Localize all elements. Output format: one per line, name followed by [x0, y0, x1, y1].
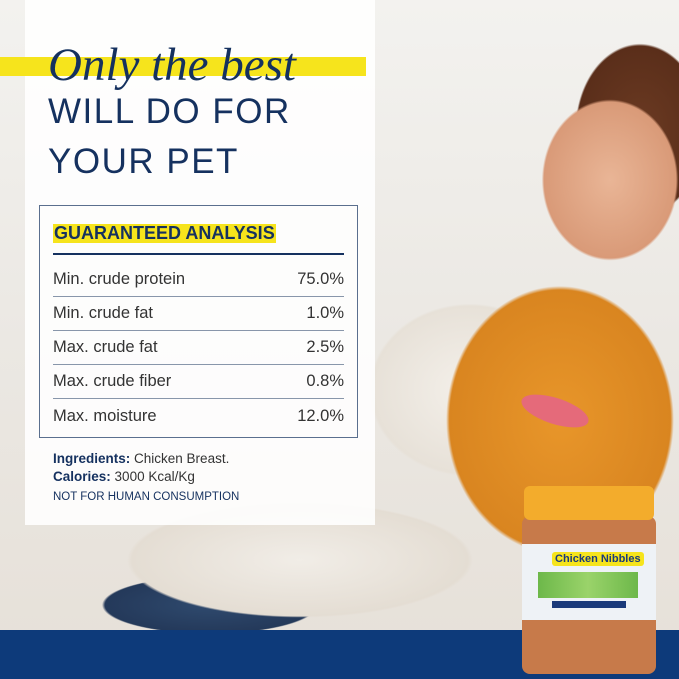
analysis-title: GUARANTEED ANALYSIS — [53, 223, 276, 243]
nutrient-value: 1.0% — [306, 304, 344, 322]
nutrient-value: 12.0% — [297, 406, 344, 425]
label-strip — [552, 601, 626, 608]
ingredients-value: Chicken Breast. — [134, 451, 230, 466]
brand-logo: Chicken Nibbles — [552, 552, 644, 566]
nutrient-label: Max. moisture — [53, 406, 157, 425]
headline-highlight — [0, 57, 366, 76]
jar-lid — [524, 486, 654, 520]
calories-value: 3000 Kcal/Kg — [114, 469, 195, 484]
calories-label: Calories: — [53, 469, 111, 484]
label-grass-dogs-image — [538, 572, 638, 598]
ingredients-line: Ingredients: Chicken Breast. — [53, 451, 229, 466]
warning-text: NOT FOR HUMAN CONSUMPTION — [53, 491, 240, 503]
nutrient-value: 0.8% — [306, 372, 344, 390]
guaranteed-analysis-table: GUARANTEED ANALYSIS Min. crude protein 75… — [39, 205, 358, 438]
headline-script: Only the best — [48, 39, 296, 91]
nutrient-label: Min. crude fat — [53, 304, 153, 322]
calories-line: Calories: 3000 Kcal/Kg — [53, 469, 195, 484]
nutrient-label: Max. crude fat — [53, 338, 158, 356]
ingredients-label: Ingredients: — [53, 451, 131, 466]
title-divider — [53, 253, 344, 255]
nutrient-label: Min. crude protein — [53, 270, 186, 288]
analysis-row: Min. crude fat 1.0% — [53, 297, 344, 331]
nutrient-value: 75.0% — [297, 270, 344, 288]
headline-line-3: YOUR PET — [48, 142, 239, 181]
nutrient-label: Max. crude fiber — [53, 372, 172, 390]
analysis-row: Min. crude protein 75.0% — [53, 263, 344, 297]
jar-label: Chicken Nibbles — [522, 544, 656, 620]
product-jar: Chicken Nibbles — [522, 486, 656, 676]
analysis-row: Max. moisture 12.0% — [53, 399, 344, 433]
nutrient-value: 2.5% — [306, 338, 344, 356]
analysis-row: Max. crude fat 2.5% — [53, 331, 344, 365]
headline-line-2: WILL DO FOR — [48, 92, 291, 131]
analysis-row: Max. crude fiber 0.8% — [53, 365, 344, 399]
